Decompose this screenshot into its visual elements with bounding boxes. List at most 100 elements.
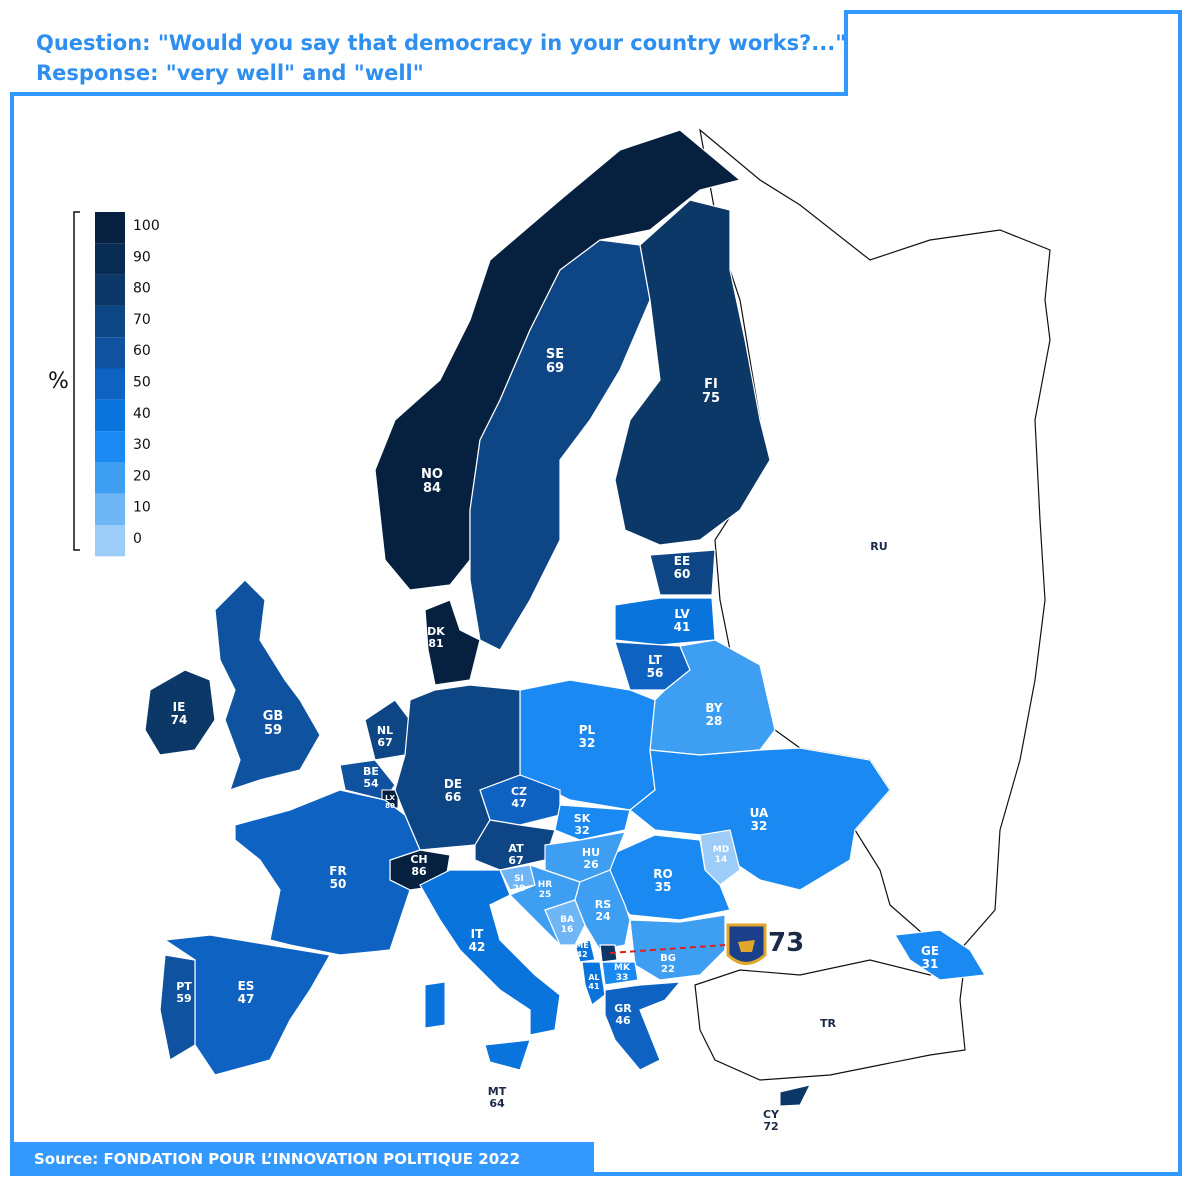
region-gr [604, 981, 682, 1071]
label-code-me: ME [575, 941, 588, 950]
label-code-fi: FI [704, 377, 718, 392]
label-code-gb: GB [263, 709, 284, 724]
label-value-lv: 41 [674, 620, 691, 634]
legend-tick-label: 30 [133, 437, 151, 453]
legend-swatch [95, 368, 125, 400]
response-text: Response: "very well" and "well" [36, 61, 424, 85]
label-code-cy: CY [763, 1108, 780, 1121]
legend-swatch [95, 399, 125, 432]
label-code-fr: FR [329, 864, 346, 878]
label-code-gr: GR [614, 1002, 632, 1015]
region-ge [894, 929, 986, 981]
label-code-si: SI [514, 874, 524, 884]
label-code-ie: IE [173, 700, 186, 714]
region-dk [424, 599, 481, 686]
label-code-nl: NL [377, 724, 393, 737]
label-code-be: BE [363, 765, 379, 778]
label-code-hu: HU [582, 846, 600, 859]
legend-tick-label: 50 [133, 375, 151, 391]
label-value-sk: 32 [574, 824, 589, 837]
label-value-hr: 25 [539, 890, 552, 900]
region-ua [629, 747, 891, 891]
region-ee [649, 549, 716, 596]
label-value-md: 14 [715, 855, 728, 865]
kosovo-value: 73 [768, 928, 804, 958]
legend-swatch [95, 431, 125, 463]
legend-swatch [95, 337, 125, 369]
label-value-es: 47 [238, 992, 255, 1006]
label-code-pl: PL [579, 723, 596, 737]
title-box: Question: "Would you say that democracy … [10, 10, 848, 96]
label-value-mt: 64 [489, 1097, 505, 1110]
label-value-cy: 72 [763, 1120, 778, 1133]
region-lv [614, 597, 716, 646]
label-value-pt: 59 [176, 992, 191, 1005]
label-value-me: 42 [576, 950, 587, 959]
label-code-lx: LX [385, 794, 395, 802]
region-sk [554, 804, 631, 841]
label-value-ba: 16 [561, 925, 574, 935]
label-code-by: BY [705, 701, 722, 715]
kosovo-shape-icon [738, 940, 755, 952]
label-code-dk: DK [427, 625, 445, 638]
label-code-al: AL [588, 973, 599, 982]
source-footer: Source: FONDATION POUR L’INNOVATION POLI… [14, 1142, 594, 1176]
label-value-mk: 33 [616, 973, 629, 983]
legend-tick-label: 90 [133, 249, 151, 265]
label-code-rs: RS [595, 898, 611, 911]
label-value-by: 28 [706, 714, 723, 728]
label-code-no: NO [421, 467, 443, 482]
label-code-at: AT [508, 842, 524, 855]
label-value-dk: 81 [428, 637, 443, 650]
question-text: Question: "Would you say that democracy … [36, 31, 847, 55]
legend-bracket [73, 211, 80, 551]
label-value-lt: 56 [647, 666, 664, 680]
label-value-gr: 46 [615, 1014, 631, 1027]
legend-tick-label: 40 [133, 406, 151, 422]
label-code-ba: BA [560, 915, 574, 925]
label-value-ro: 35 [655, 880, 672, 894]
label-value-ge: 31 [922, 957, 939, 971]
legend-swatch [95, 212, 125, 244]
region-cy [779, 1084, 811, 1107]
legend-swatch [95, 493, 125, 525]
region-ie [144, 669, 216, 756]
label-code-hr: HR [538, 880, 553, 890]
region-pt [159, 954, 196, 1061]
label-value-pl: 32 [579, 736, 596, 750]
label-code-se: SE [546, 347, 564, 362]
legend-tick-label: 0 [133, 531, 142, 547]
label-code-md: MD [713, 845, 729, 855]
label-value-it: 42 [469, 940, 486, 954]
legend-swatch [95, 462, 125, 494]
label-code-ro: RO [653, 867, 672, 881]
label-value-fi: 75 [702, 391, 720, 406]
label-code-cz: CZ [511, 785, 527, 798]
label-code-it: IT [471, 927, 484, 941]
legend-swatch [95, 525, 125, 557]
legend-swatch [95, 243, 125, 275]
label-code-es: ES [238, 979, 255, 993]
region-gb [214, 579, 321, 791]
label-ru: RU [870, 540, 887, 553]
legend-unit: % [48, 369, 69, 394]
label-code-sk: SK [574, 812, 591, 825]
region-xk [599, 944, 618, 963]
legend-tick-label: 10 [133, 500, 151, 516]
label-code-bg: BG [660, 953, 676, 964]
label-code-pt: PT [176, 980, 192, 993]
region-bg [629, 914, 726, 981]
region-it-sicily [484, 1039, 531, 1071]
label-value-al: 41 [588, 982, 600, 991]
label-value-lx: 80 [385, 802, 395, 810]
label-code-mk: MK [614, 963, 631, 973]
label-value-hu: 26 [583, 858, 599, 871]
region-it [419, 869, 561, 1036]
label-code-de: DE [444, 777, 462, 791]
legend-tick-label: 60 [133, 343, 151, 359]
label-code-lv: LV [674, 607, 690, 621]
label-value-be: 54 [363, 777, 379, 790]
region-ba [544, 899, 586, 946]
